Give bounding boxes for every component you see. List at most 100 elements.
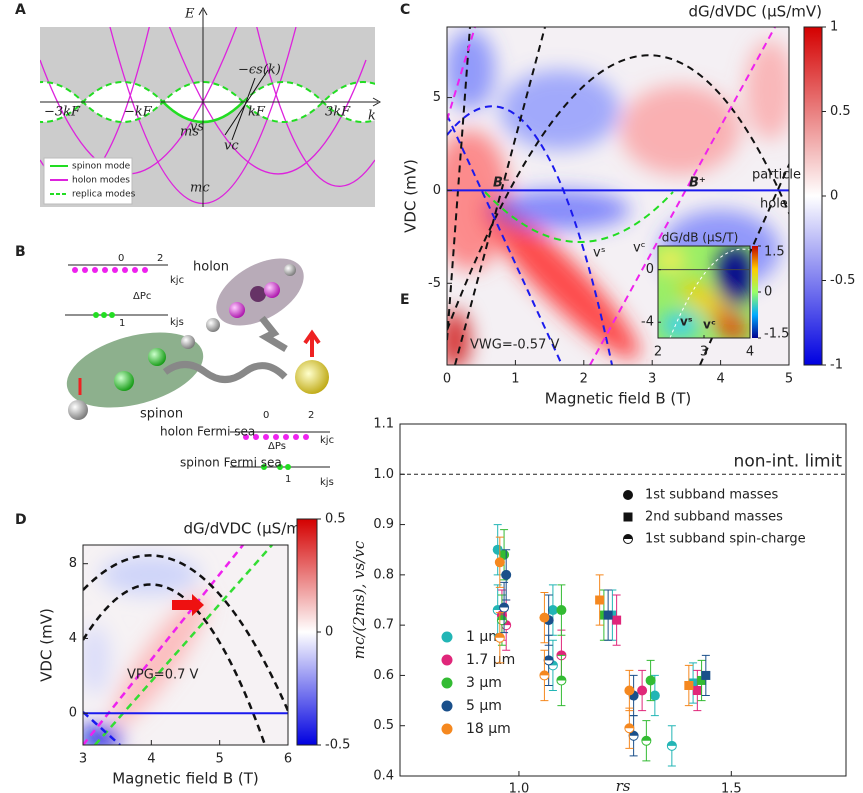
legend-label: 1st subband spin-charge — [645, 532, 806, 547]
annotation: VPG=0.7 V — [127, 668, 199, 683]
error-cap — [595, 574, 604, 626]
point — [495, 633, 505, 638]
point — [556, 650, 566, 656]
error-cap — [642, 720, 651, 762]
legend-marker — [441, 700, 453, 712]
error-cap — [650, 674, 659, 717]
colorbar-tick-label: 0 — [325, 625, 333, 640]
colorbar — [296, 518, 318, 746]
annotation: B⁻ — [493, 176, 510, 191]
point — [539, 612, 550, 623]
x-tick-label: 1.5 — [721, 782, 742, 793]
x-tick-label: 4 — [147, 752, 155, 767]
colorbar-tick-label: -1 — [830, 358, 843, 373]
y-tick-label: 4 — [69, 631, 77, 646]
y-tick-label: 0.4 — [373, 769, 394, 784]
annotation: −kF — [124, 105, 153, 120]
colorbar-title: dG/dVDC (µS/mV) — [184, 520, 317, 538]
colorbar-tick-label: -0.5 — [325, 738, 350, 753]
point — [547, 605, 558, 616]
point — [645, 675, 656, 686]
holon-curve — [40, 27, 238, 175]
y-tick-label: 0 — [69, 706, 77, 721]
y-tick-label: 0 — [433, 183, 441, 198]
error-cap — [625, 707, 634, 749]
y-tick-label: -5 — [428, 276, 441, 291]
error-cap — [500, 581, 509, 634]
holon-curve — [168, 27, 367, 175]
plot-frame — [82, 544, 289, 746]
point — [544, 655, 554, 661]
y-tick-label: 0.6 — [373, 668, 394, 683]
panel-label: B — [15, 244, 26, 260]
colorbar-tick-label: -0.5 — [830, 273, 855, 288]
colorbar-tick-label: 0.5 — [325, 512, 346, 527]
annotation: vᶜ — [633, 241, 646, 256]
diagram-label: 1 — [285, 474, 291, 485]
error-cap — [701, 654, 710, 697]
panel-label: C — [400, 2, 410, 18]
error-cap — [612, 594, 621, 646]
legend-label: 1st subband masses — [645, 488, 779, 503]
error-cap — [638, 669, 647, 712]
panel-label: D — [15, 512, 27, 528]
inset-x-tick-label: 4 — [746, 345, 754, 360]
y-axis-label: mc/(2ms), vs/vc — [350, 540, 368, 659]
annotation: particle — [752, 168, 801, 183]
x-axis-label: Magnetic field B (T) — [112, 770, 259, 788]
axis-label: E — [184, 7, 195, 22]
point — [667, 741, 677, 746]
point — [539, 670, 549, 676]
error-cap — [684, 664, 693, 707]
legend-label: 18 µm — [466, 721, 511, 737]
point — [624, 723, 634, 729]
annotation: VWG=-0.57 V — [470, 338, 559, 353]
diagram-label: kjs — [320, 477, 334, 488]
x-tick-label: 0 — [443, 372, 451, 387]
annotation: ms — [180, 125, 199, 140]
colorbar — [803, 26, 823, 366]
error-cap — [548, 639, 557, 692]
panel-label: E — [400, 292, 410, 308]
point — [612, 615, 622, 625]
error-cap — [502, 549, 511, 601]
point — [603, 610, 613, 620]
diagram-label: spinon — [140, 407, 183, 422]
x-tick-label: 5 — [785, 372, 793, 387]
x-tick-label: 1.0 — [509, 782, 530, 793]
error-cap — [557, 584, 566, 636]
inset-colorbar-tick-label: -1.5 — [764, 327, 789, 342]
y-tick-label: 0.8 — [373, 567, 394, 582]
point — [649, 690, 660, 701]
inset-colorbar — [752, 246, 758, 338]
y-axis-label: VDC (mV) — [402, 159, 420, 233]
point — [701, 670, 711, 680]
diagram-label: kjc — [170, 275, 184, 286]
legend-marker — [623, 512, 633, 522]
x-tick-label: 5 — [216, 752, 224, 767]
annotation: B⁺ — [689, 176, 706, 191]
inset-heatmap — [658, 246, 750, 338]
diagram-label: 0 — [118, 253, 124, 264]
error-cap — [693, 669, 702, 712]
error-cap — [667, 725, 676, 767]
error-cap — [500, 529, 509, 581]
error-cap — [604, 589, 613, 641]
axis-arrow — [198, 6, 382, 107]
error-cap — [557, 654, 566, 707]
plot-frame — [446, 26, 790, 366]
annotation: vc — [224, 139, 239, 154]
legend-label: spinon mode — [72, 162, 131, 172]
legend-marker — [441, 723, 453, 735]
x-tick-label: 1 — [511, 372, 519, 387]
theory-curves — [83, 545, 288, 745]
legend-marker — [441, 654, 453, 666]
diagram-label: kjc — [320, 435, 334, 446]
point — [595, 595, 605, 605]
point — [684, 680, 694, 690]
y-tick-label: 8 — [69, 556, 77, 571]
annotation: hole — [760, 197, 788, 212]
legend-marker — [623, 534, 633, 539]
axis — [40, 10, 378, 207]
